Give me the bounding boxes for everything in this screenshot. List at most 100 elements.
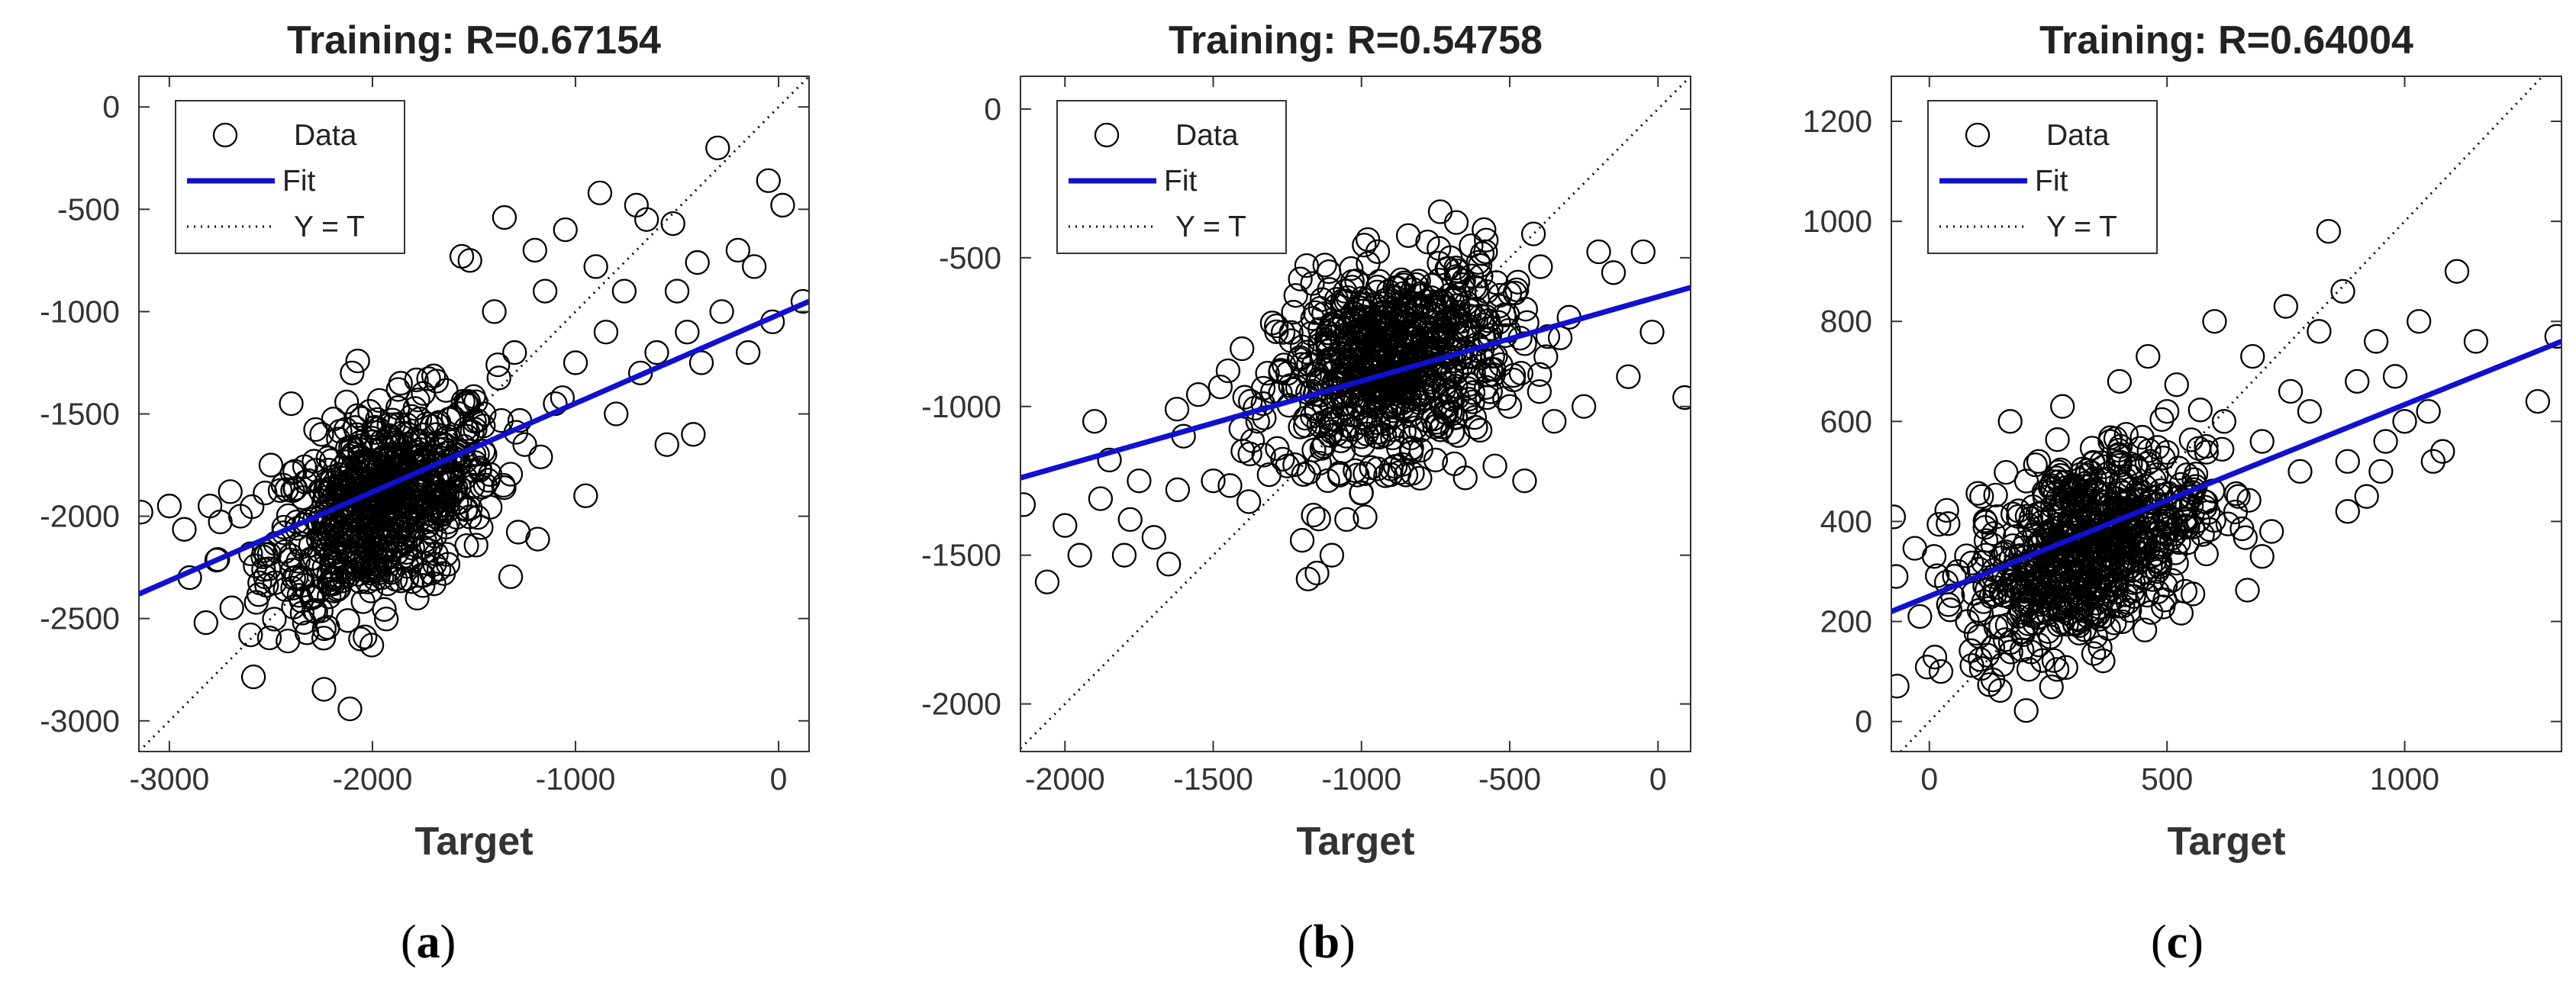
data-point bbox=[447, 489, 472, 515]
data-point bbox=[2018, 639, 2044, 665]
data-point bbox=[1520, 221, 1546, 246]
data-point bbox=[1473, 358, 1499, 383]
data-point bbox=[2240, 343, 2265, 369]
data-point bbox=[411, 563, 436, 588]
data-point bbox=[1891, 674, 1910, 699]
data-point bbox=[2146, 520, 2171, 546]
data-point bbox=[2420, 449, 2446, 474]
data-point bbox=[660, 211, 685, 237]
data-point bbox=[1295, 566, 1320, 592]
data-point bbox=[2152, 572, 2178, 598]
data-point bbox=[1333, 288, 1359, 314]
data-point bbox=[1456, 387, 1481, 412]
data-point bbox=[492, 204, 517, 230]
data-point bbox=[1331, 307, 1357, 333]
data-point bbox=[1289, 528, 1315, 553]
data-point bbox=[1319, 542, 1345, 568]
data-point bbox=[1264, 319, 1289, 345]
data-point bbox=[1438, 245, 1463, 270]
data-point bbox=[421, 494, 446, 519]
data-point bbox=[2013, 530, 2039, 555]
data-point bbox=[1954, 543, 1979, 568]
legend-data-marker bbox=[1094, 122, 1120, 148]
data-point bbox=[2166, 530, 2191, 555]
data-point bbox=[1352, 233, 1377, 258]
data-point bbox=[311, 626, 337, 651]
data-point bbox=[1955, 609, 1980, 634]
data-point bbox=[681, 422, 706, 447]
data-point bbox=[1127, 468, 1152, 494]
data-point bbox=[356, 510, 381, 535]
data-point bbox=[2259, 519, 2284, 544]
y-tick-label: 400 bbox=[1820, 504, 1872, 539]
data-point bbox=[2101, 586, 2127, 611]
data-point bbox=[292, 454, 318, 479]
data-point bbox=[1156, 552, 1182, 577]
data-point bbox=[2040, 469, 2065, 494]
data-point bbox=[2067, 607, 2093, 632]
data-point bbox=[1354, 421, 1379, 446]
data-point bbox=[2107, 449, 2133, 475]
data-point bbox=[1215, 358, 1241, 384]
data-point bbox=[1317, 423, 1343, 448]
data-point bbox=[253, 481, 278, 506]
data-point bbox=[1891, 564, 1909, 589]
data-point bbox=[455, 393, 481, 418]
data-point bbox=[2145, 435, 2170, 460]
data-point bbox=[1921, 544, 1947, 569]
y-tick-label: 800 bbox=[1820, 304, 1872, 339]
data-point bbox=[2010, 637, 2035, 662]
y-tick-label: -500 bbox=[57, 192, 120, 227]
data-point bbox=[2140, 567, 2165, 592]
data-point bbox=[405, 585, 430, 611]
data-point bbox=[664, 278, 690, 304]
data-point bbox=[337, 696, 363, 722]
data-point bbox=[1961, 581, 1986, 606]
data-point bbox=[2215, 511, 2241, 536]
data-point bbox=[2444, 259, 2470, 284]
data-point bbox=[2120, 502, 2146, 528]
data-point bbox=[1427, 362, 1452, 387]
data-point bbox=[454, 533, 479, 558]
y-tick-label: -2500 bbox=[40, 601, 120, 636]
data-point bbox=[1907, 604, 1933, 629]
y-tick-label: 1000 bbox=[1803, 204, 1872, 239]
data-point bbox=[472, 401, 497, 427]
data-point bbox=[394, 420, 419, 446]
data-point bbox=[359, 462, 385, 488]
data-point bbox=[1457, 303, 1482, 329]
data-point bbox=[1934, 497, 1959, 523]
data-point bbox=[1256, 462, 1282, 488]
data-point bbox=[1968, 655, 1994, 681]
data-point bbox=[2039, 674, 2064, 700]
plot-area bbox=[1891, 76, 2561, 752]
data-point bbox=[604, 401, 629, 427]
data-point bbox=[1497, 281, 1523, 306]
data-point bbox=[463, 533, 488, 558]
data-point bbox=[348, 626, 373, 652]
data-point bbox=[421, 450, 447, 476]
data-point bbox=[2127, 436, 2152, 461]
data-point bbox=[2249, 429, 2275, 454]
data-point bbox=[2103, 426, 2129, 452]
data-point bbox=[1165, 477, 1191, 503]
data-point bbox=[2145, 558, 2170, 584]
data-point bbox=[1994, 459, 2019, 485]
data-point bbox=[1309, 287, 1335, 312]
data-point bbox=[1512, 468, 1537, 494]
data-point bbox=[1422, 373, 1448, 398]
data-point bbox=[512, 432, 537, 457]
data-point bbox=[353, 624, 378, 649]
data-point bbox=[2013, 591, 2039, 616]
data-point bbox=[323, 549, 348, 575]
data-point bbox=[424, 369, 450, 394]
legend-box bbox=[1056, 100, 1287, 254]
data-point bbox=[2012, 579, 2037, 604]
legend-entry-identity: Y = T bbox=[294, 211, 365, 243]
data-point bbox=[1497, 394, 1523, 419]
data-point bbox=[1301, 502, 1326, 528]
data-point bbox=[654, 432, 679, 457]
data-point bbox=[247, 570, 272, 596]
chart-panel-a: Training: R=0.67154 -3000 -2000 -1000 0 0 -500… bbox=[40, 18, 810, 968]
data-point bbox=[1405, 295, 1430, 320]
